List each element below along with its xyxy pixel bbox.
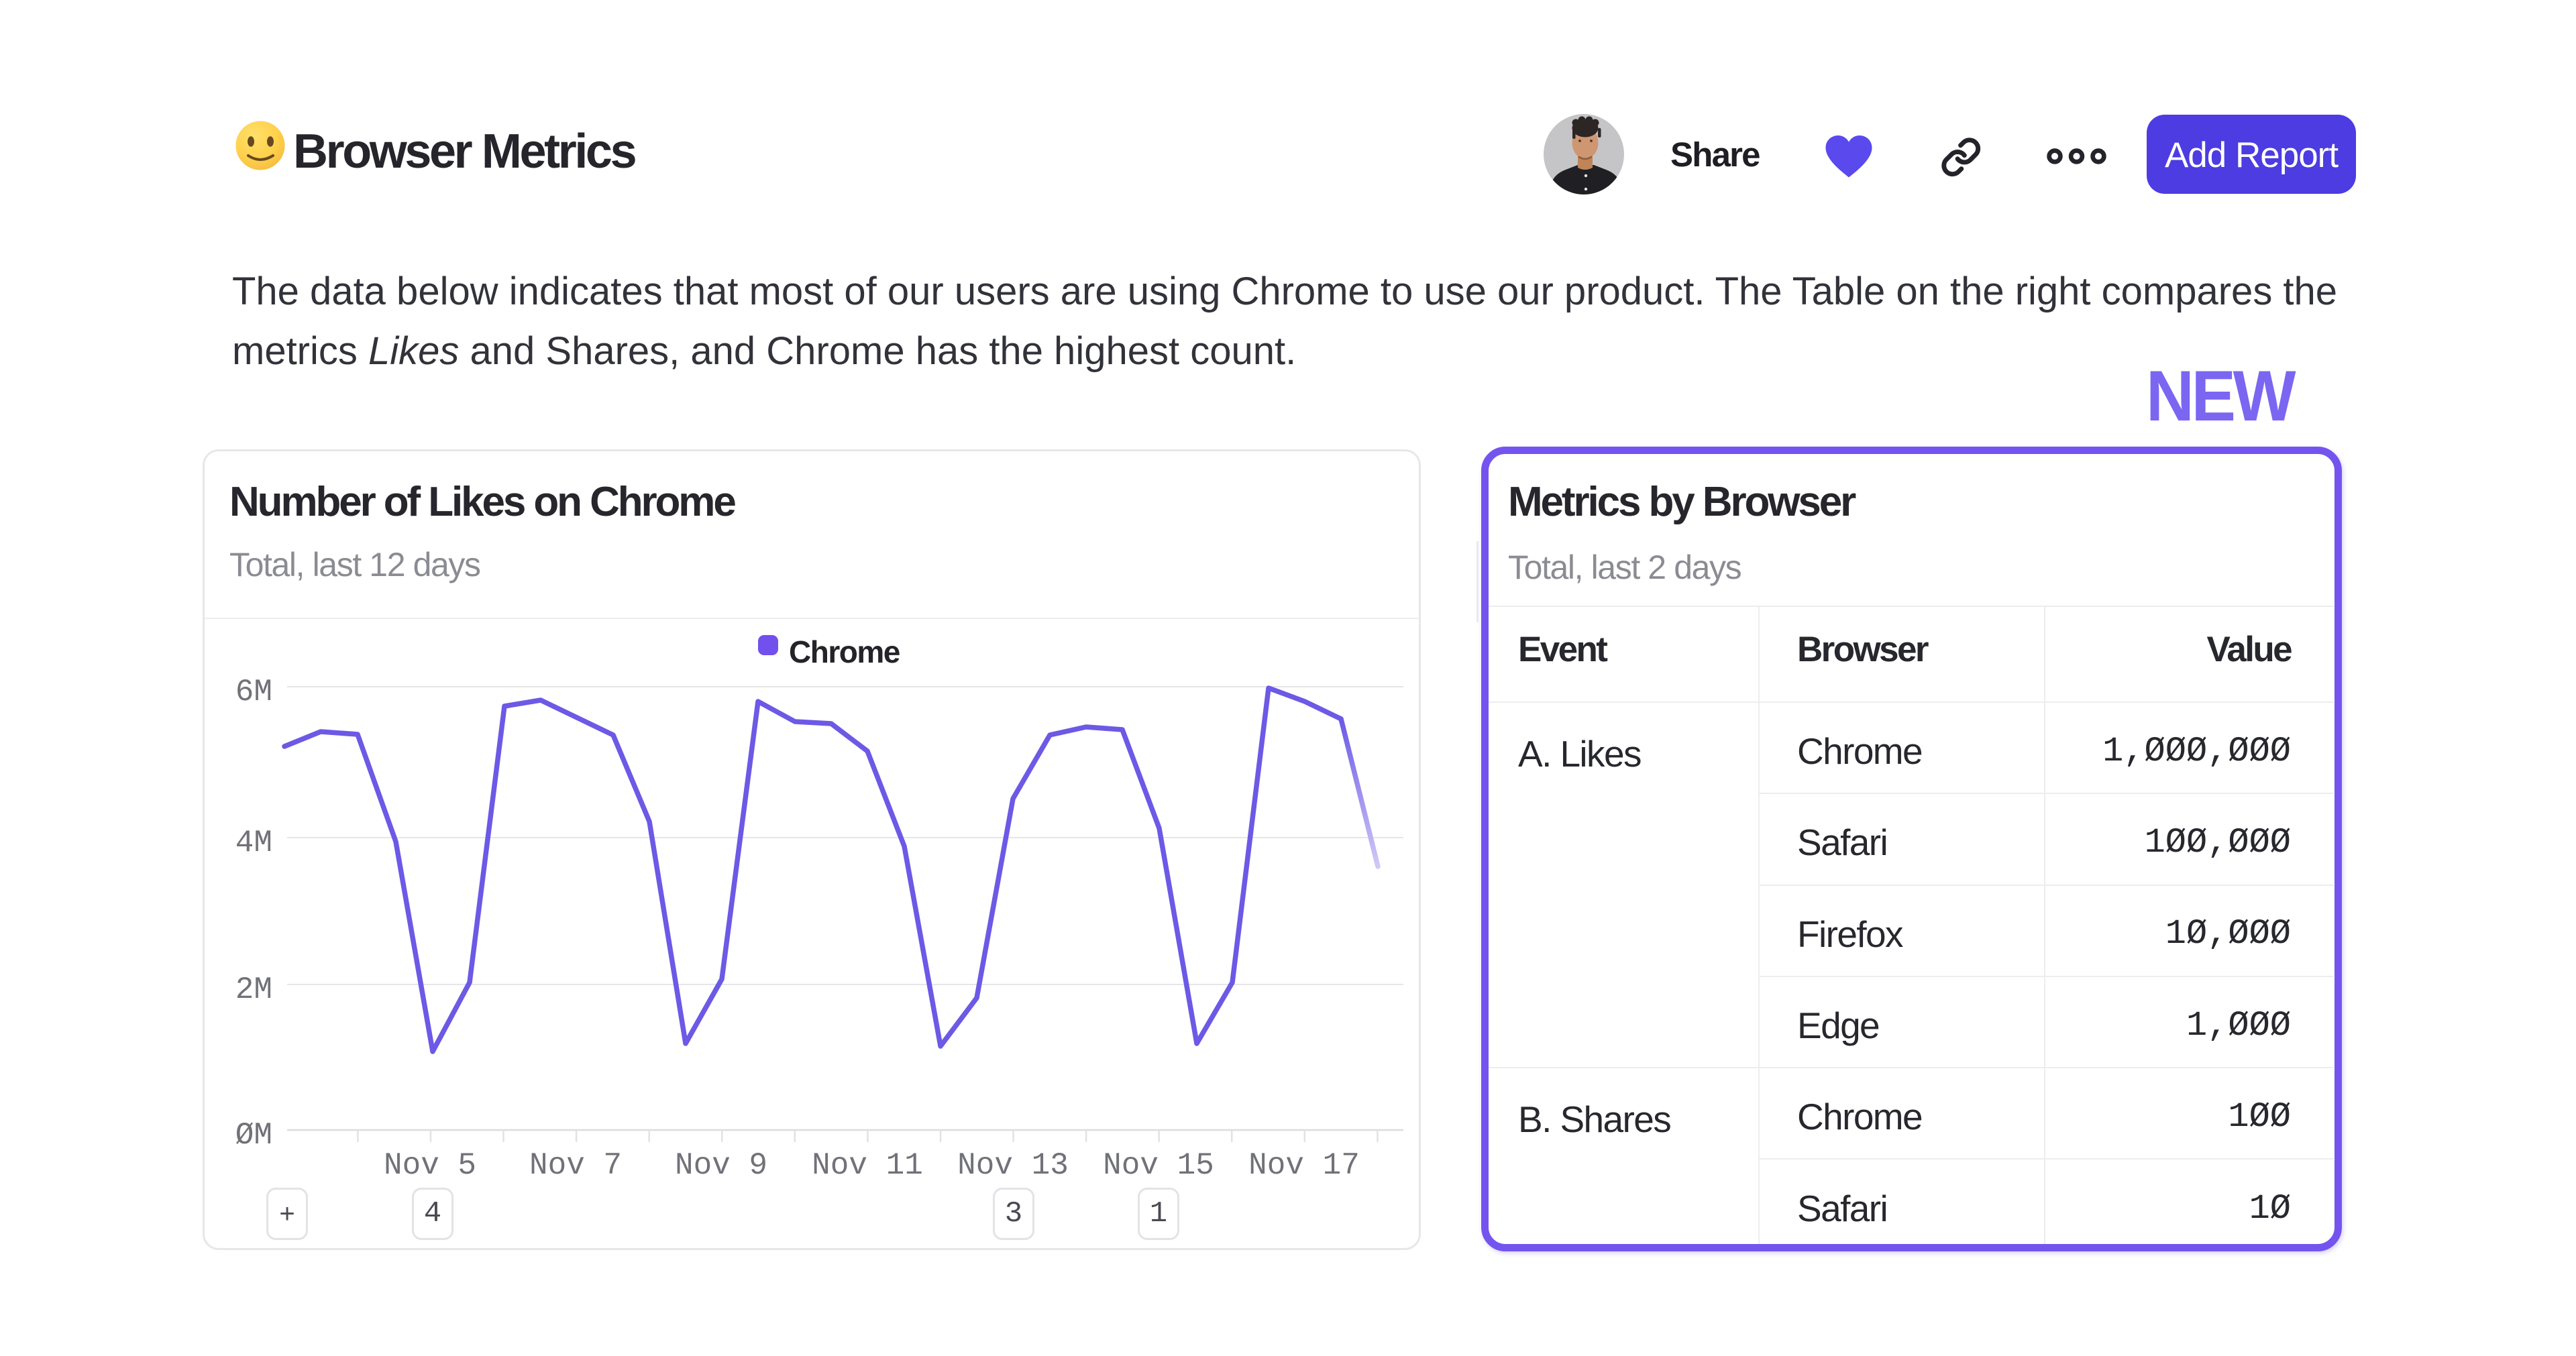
svg-text:Nov 7: Nov 7 [529, 1148, 622, 1183]
svg-text:Nov 13: Nov 13 [957, 1148, 1069, 1183]
svg-text:Nov 9: Nov 9 [675, 1148, 767, 1183]
svg-text:Nov 15: Nov 15 [1103, 1148, 1214, 1183]
svg-text:Nov 5: Nov 5 [384, 1148, 476, 1183]
svg-text:6M: 6M [235, 675, 272, 710]
svg-text:Nov 17: Nov 17 [1248, 1148, 1360, 1183]
svg-text:Nov 11: Nov 11 [812, 1148, 923, 1183]
svg-text:2M: 2M [235, 972, 272, 1007]
svg-text:4M: 4M [235, 826, 272, 860]
svg-text:Chrome: Chrome [789, 634, 900, 669]
svg-text:ØM: ØM [235, 1118, 272, 1153]
